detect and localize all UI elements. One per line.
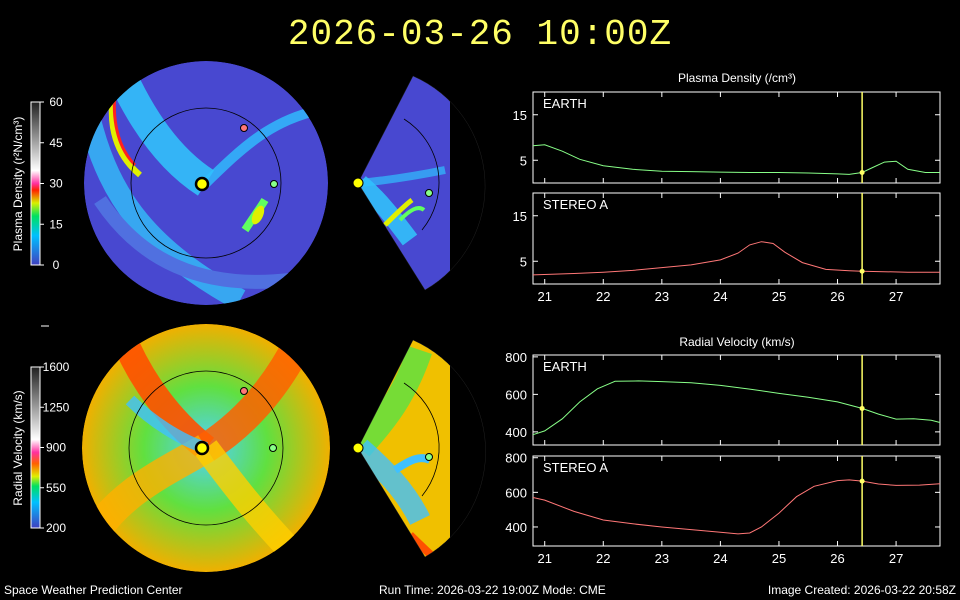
footer-image-created: Image Created: 2026-03-22 20:58Z — [767, 583, 956, 597]
y-tick-label: 400 — [505, 520, 527, 535]
timeseries-panel-1: 5 15 21 22 23 24 25 26 27 STEREO A — [513, 192, 941, 304]
x-tick-label: 22 — [596, 551, 610, 566]
earth-marker — [269, 180, 433, 461]
colorbar-tick-label: 1600 — [43, 360, 70, 374]
y-tick-label: 5 — [520, 153, 527, 168]
series-line — [532, 380, 941, 436]
y-tick-label: 600 — [505, 485, 527, 500]
panel-label: EARTH — [543, 96, 587, 111]
y-tick-label: 600 — [505, 387, 527, 402]
y-tick-label: 800 — [505, 350, 527, 365]
x-tick-label: 21 — [537, 551, 551, 566]
y-tick-label: 5 — [520, 254, 527, 269]
x-tick-label: 27 — [889, 551, 903, 566]
footer-org: Space Weather Prediction Center — [4, 583, 183, 597]
velocity-colorbar: 1600 1250 900 550 200 Radial Velocity (km/s) — [11, 360, 70, 535]
footer-run-time: Run Time: 2026-03-22 19:00Z Mode: CME — [379, 583, 606, 597]
velocity-meridional-map — [357, 339, 486, 558]
colorbar-tick-label: 15 — [49, 217, 63, 231]
colorbar-tick-label: 60 — [49, 95, 63, 109]
x-tick-label: 26 — [830, 289, 844, 304]
panel-label: STEREO A — [543, 460, 608, 475]
series-line — [532, 144, 940, 175]
stereo-a-marker — [240, 124, 248, 395]
colorbar-tick-label: 0 — [53, 258, 60, 272]
current-time-point — [859, 478, 865, 484]
colorbar-tick-label: 1250 — [43, 400, 70, 414]
x-tick-label: 23 — [655, 289, 669, 304]
y-tick-label: 400 — [505, 425, 527, 440]
plot-frame — [532, 91, 941, 184]
timeseries-panel-0: 5 15 EARTH — [513, 91, 941, 184]
current-time-point — [859, 268, 865, 274]
panel-label: EARTH — [543, 359, 587, 374]
series-line — [532, 479, 941, 535]
density-chart-title: Plasma Density (/cm³) — [678, 71, 796, 85]
density-colorbar-label: Plasma Density (r²N/cm³) — [11, 117, 25, 252]
page-title: 2026-03-26 10:00Z — [287, 14, 673, 55]
colorbar-tick-label: 550 — [46, 481, 66, 495]
current-time-point — [859, 405, 865, 411]
current-time-point — [859, 170, 865, 176]
x-tick-label: 23 — [655, 551, 669, 566]
plot-frame — [532, 354, 941, 446]
y-tick-label: 15 — [513, 108, 527, 123]
density-colorbar: 60 45 30 15 0 Plasma Density (r²N/cm³) — [11, 95, 63, 272]
plot-frame — [532, 192, 941, 285]
x-tick-label: 22 — [596, 289, 610, 304]
velocity-colorbar-label: Radial Velocity (km/s) — [11, 390, 25, 505]
x-tick-label: 21 — [537, 289, 551, 304]
y-tick-label: 800 — [505, 451, 527, 466]
density-meridional-map — [357, 75, 486, 291]
colorbar-tick-label: 30 — [49, 177, 63, 191]
velocity-chart-title: Radial Velocity (km/s) — [679, 335, 794, 349]
plot-frame — [532, 455, 941, 547]
x-tick-label: 25 — [772, 289, 786, 304]
colorbar-tick-label: 200 — [46, 521, 66, 535]
x-tick-label: 26 — [830, 551, 844, 566]
timeseries-panel-3: 400 600 800 21 22 23 24 25 26 27 STEREO A — [505, 451, 941, 566]
sun-marker — [194, 176, 364, 456]
y-tick-label: 15 — [513, 209, 527, 224]
timeseries-panel-2: 400 600 800 EARTH — [505, 350, 941, 446]
colorbar-tick-label: 900 — [46, 441, 66, 455]
panel-label: STEREO A — [543, 197, 608, 212]
x-tick-label: 24 — [713, 289, 727, 304]
x-tick-label: 24 — [713, 551, 727, 566]
x-tick-label: 27 — [889, 289, 903, 304]
colorbar-tick-label: 45 — [49, 136, 63, 150]
x-tick-label: 25 — [772, 551, 786, 566]
